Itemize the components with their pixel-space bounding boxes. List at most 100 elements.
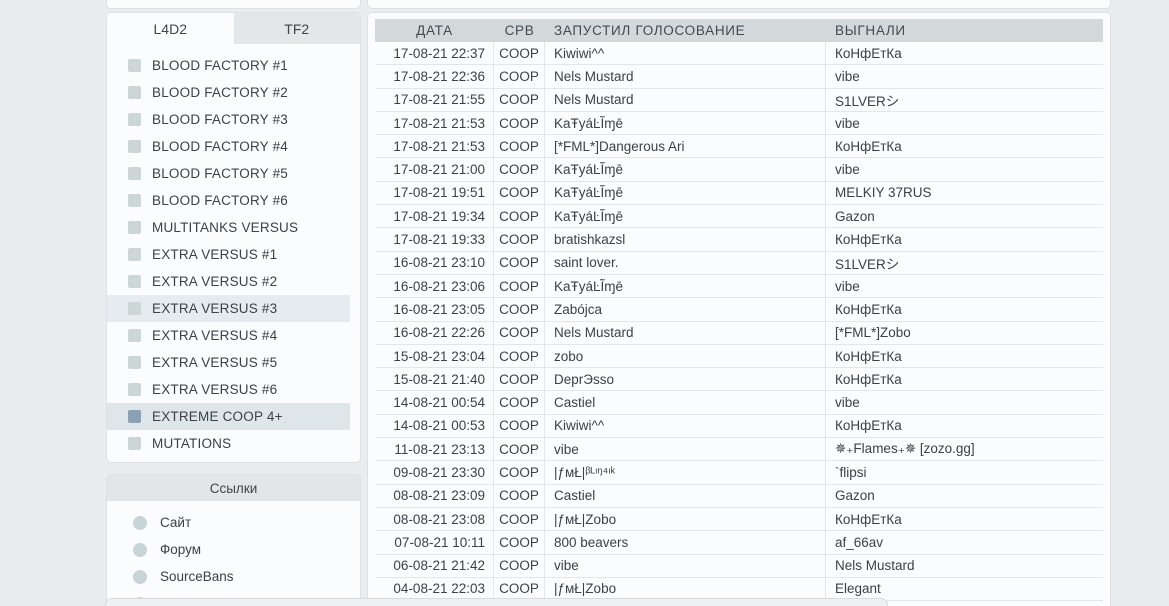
cell-starter: |ƒмŁ|ᵝᴸᶦᵑ⁴ᶦᵏ [545,461,826,484]
cell-server: COOP [494,111,545,135]
table-row: 16-08-21 23:06 COOP KaŦyáĿĨɱē vibe [375,274,1103,299]
cell-date: 17-08-21 22:36 [375,65,494,88]
server-list-item[interactable]: BLOOD FACTORY #4 [107,133,350,160]
table-row: 08-08-21 23:08 COOP |ƒмŁ|Zobo КоНфЕтКа [375,507,1103,532]
cell-date: 16-08-21 23:06 [375,274,494,298]
table-row: 15-08-21 21:40 COOP DeprЭsso КоНфЕтКа [375,368,1103,392]
server-name: BLOOD FACTORY #4 [152,139,289,154]
server-list-item[interactable]: EXTRA VERSUS #3 [107,295,350,322]
cell-server: COOP [494,577,545,601]
cell-kicked: S1LVERシ [835,256,900,272]
server-status-icon [128,113,141,126]
cell-starter: Kiwiwi^^ [545,414,826,438]
link-item[interactable]: Сайт [107,509,360,536]
main-previous-panel-edge [368,0,1110,8]
cell-server: COOP [494,484,545,507]
server-name: EXTRA VERSUS #3 [152,301,278,316]
cell-kicked: S1LVERシ [835,93,900,109]
cell-starter: Castiel [545,484,826,507]
cell-date: 17-08-21 19:34 [375,205,494,228]
cell-starter: |ƒмŁ|Zobo [545,577,826,601]
votes-panel: ДАТА СРВ ЗАПУСТИЛ ГОЛОСОВАНИЕ ВЫГНАЛИ 17… [368,13,1110,606]
cell-date: 17-08-21 21:55 [375,88,494,111]
cell-starter: KaŦyáĿĨɱē [545,158,826,181]
votes-table: ДАТА СРВ ЗАПУСТИЛ ГОЛОСОВАНИЕ ВЫГНАЛИ 17… [375,19,1103,602]
column-header-kicked: ВЫГНАЛИ [835,23,906,38]
server-name: MULTITANKS VERSUS [152,220,299,235]
server-list-item[interactable]: EXTRA VERSUS #1 [107,241,350,268]
server-list-item[interactable]: BLOOD FACTORY #6 [107,187,350,214]
cell-server: COOP [494,228,545,251]
server-list-item[interactable]: EXTRA VERSUS #6 [107,376,350,403]
server-list-item[interactable]: EXTRA VERSUS #5 [107,349,350,376]
table-row: 14-08-21 00:54 COOP Castiel vibe [375,391,1103,415]
cell-date: 08-08-21 23:08 [375,507,494,531]
game-tab[interactable]: TF2 [233,13,360,44]
cell-starter: Castiel [545,391,826,414]
game-tabbar: L4D2 TF2 [107,13,360,44]
cell-date: 09-08-21 23:30 [375,461,494,484]
cell-kicked: `flipsi [835,464,867,480]
table-row: 16-08-21 23:05 COOP Zabójca КоНфЕтКа [375,298,1103,322]
cell-date: 16-08-21 22:26 [375,321,494,344]
server-status-icon [128,221,141,234]
server-list-item[interactable]: BLOOD FACTORY #3 [107,106,350,133]
cell-date: 07-08-21 10:11 [375,531,494,554]
server-status-icon [128,194,141,207]
cell-server: COOP [494,135,545,158]
server-list-item[interactable]: MULTITANKS VERSUS [107,214,350,241]
cell-server: COOP [494,368,545,391]
cell-date: 17-08-21 21:00 [375,158,494,181]
cell-starter: Nels Mustard [545,88,826,111]
server-status-icon [128,437,141,450]
table-row: 17-08-21 19:34 COOP KaŦyáĿĨɱē Gazon [375,205,1103,229]
column-header-date: ДАТА [416,23,453,38]
cell-kicked: КоНфЕтКа [835,511,902,527]
cell-kicked: КоНфЕтКа [835,232,902,248]
cell-kicked: КоНфЕтКа [835,418,902,434]
server-list: BLOOD FACTORY #1 BLOOD FACTORY #2 BLOOD … [107,44,360,457]
cell-date: 17-08-21 21:53 [375,111,494,135]
table-row: 07-08-21 10:11 COOP 800 beavers af_66av [375,531,1103,555]
sidebar-previous-panel-edge [107,0,360,8]
cell-server: COOP [494,298,545,321]
cell-server: COOP [494,438,545,461]
table-row: 08-08-21 23:09 COOP Castiel Gazon [375,484,1103,508]
server-name: BLOOD FACTORY #1 [152,58,289,73]
server-name: EXTRA VERSUS #5 [152,355,278,370]
table-row: 14-08-21 00:53 COOP Kiwiwi^^ КоНфЕтКа [375,414,1103,439]
link-item[interactable]: SourceBans [107,563,360,590]
game-tab[interactable]: L4D2 [107,13,234,44]
cell-server: COOP [494,42,545,65]
server-list-item[interactable]: EXTREME COOP 4+ [107,403,350,430]
cell-kicked: MELKIY 37RUS [835,185,932,201]
link-label: Сайт [160,515,192,530]
link-item[interactable]: Форум [107,536,360,563]
server-list-item[interactable]: EXTRA VERSUS #2 [107,268,350,295]
cell-date: 16-08-21 23:10 [375,251,494,274]
server-name: EXTRA VERSUS #2 [152,274,278,289]
server-status-icon [128,59,141,72]
cell-kicked: Elegant [835,581,881,597]
table-row: 17-08-21 22:37 COOP Kiwiwi^^ КоНфЕтКа [375,42,1103,66]
links-panel: Ссылки Сайт Форум SourceBans [107,475,360,606]
table-row: 11-08-21 23:13 COOP vibe ✵₊Flames₊✵ [zoz… [375,438,1103,462]
server-status-icon [128,248,141,261]
server-list-item[interactable]: MUTATIONS [107,430,350,457]
server-list-item[interactable]: BLOOD FACTORY #1 [107,52,350,79]
cell-date: 14-08-21 00:54 [375,391,494,414]
table-row: 16-08-21 23:10 COOP saint lover. S1LVERシ [375,251,1103,275]
cell-kicked: vibe [835,395,860,411]
server-list-item[interactable]: BLOOD FACTORY #2 [107,79,350,106]
server-status-icon [128,86,141,99]
server-list-item[interactable]: BLOOD FACTORY #5 [107,160,350,187]
cell-server: COOP [494,507,545,531]
cell-date: 15-08-21 21:40 [375,368,494,391]
server-name: MUTATIONS [152,436,232,451]
cell-starter: [*FML*]Dangerous Ari [545,135,826,158]
server-list-item[interactable]: EXTRA VERSUS #4 [107,322,350,349]
cell-kicked: vibe [835,115,860,131]
server-status-icon [128,329,141,342]
server-name: BLOOD FACTORY #5 [152,166,289,181]
